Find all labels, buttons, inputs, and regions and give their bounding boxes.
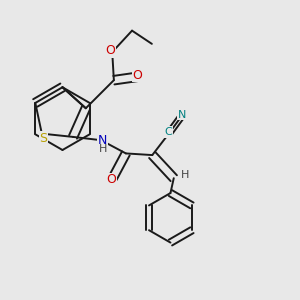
Text: O: O [106, 173, 116, 186]
Text: C: C [164, 127, 172, 137]
Text: H: H [181, 170, 190, 180]
Text: N: N [178, 110, 186, 120]
Text: N: N [98, 134, 107, 147]
Text: S: S [40, 132, 47, 145]
Text: O: O [106, 44, 116, 57]
Text: O: O [133, 69, 142, 82]
Text: H: H [99, 145, 107, 154]
